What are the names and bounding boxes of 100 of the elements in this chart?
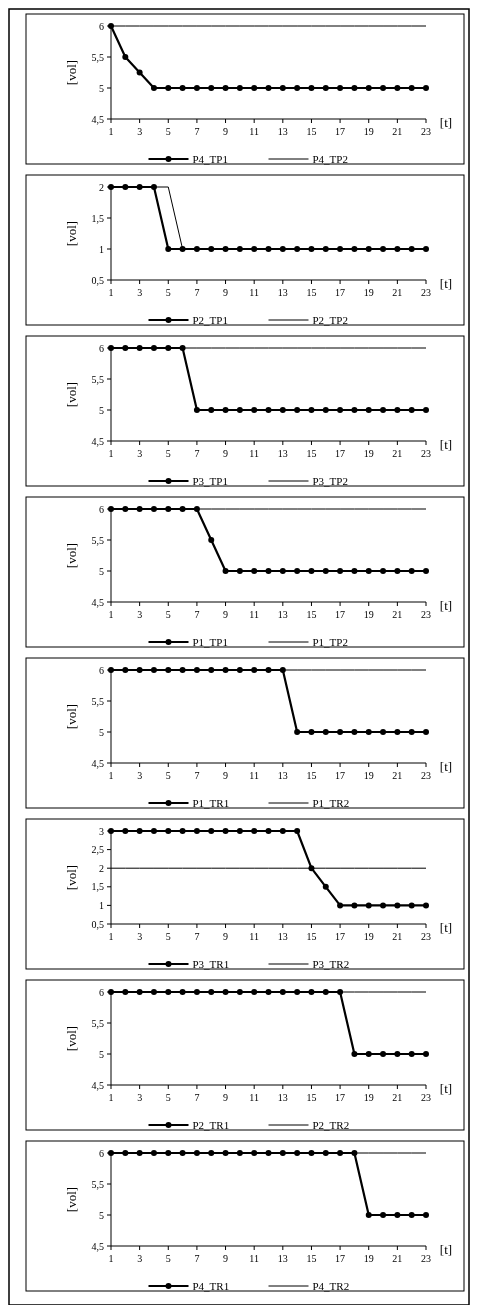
y-tick-label: 0,5	[91, 918, 104, 930]
y-axis-title: [vol]	[64, 1025, 79, 1052]
y-tick-label: 1,5	[91, 212, 104, 224]
x-tick-label: 5	[165, 1092, 171, 1103]
point	[423, 85, 429, 91]
y-tick-label: 2	[99, 181, 104, 193]
point	[351, 85, 358, 91]
point	[351, 568, 358, 574]
x-tick-label: 3	[137, 770, 143, 781]
x-tick-label: 5	[165, 770, 171, 781]
x-tick-label: 17	[335, 931, 346, 942]
x-tick-label: 21	[392, 1092, 403, 1103]
y-axis-title: [vol]	[64, 220, 79, 247]
x-tick-label: 21	[392, 931, 403, 942]
y-tick-label: 4,5	[91, 1079, 104, 1091]
y-tick-label: 4,5	[91, 757, 104, 769]
x-axis-title: [t]	[439, 437, 453, 452]
x-axis-title: [t]	[439, 115, 453, 130]
point	[408, 568, 415, 574]
x-tick-label: 15	[306, 448, 317, 459]
y-axis-title: [vol]	[64, 703, 79, 730]
x-axis-title: [t]	[439, 1242, 453, 1257]
legend-label: P2_TR2	[312, 1118, 350, 1131]
x-tick-label: 21	[392, 770, 403, 781]
point	[136, 828, 143, 834]
y-tick-label: 5	[99, 565, 104, 577]
x-tick-label: 7	[194, 448, 200, 459]
point	[193, 85, 200, 91]
y-tick-label: 6	[99, 503, 104, 515]
x-tick-label: 3	[137, 1253, 143, 1264]
x-tick-label: 13	[277, 1253, 288, 1264]
x-tick-label: 9	[223, 448, 229, 459]
point	[179, 85, 186, 91]
x-tick-label: 15	[306, 287, 317, 298]
x-tick-label: 7	[194, 931, 200, 942]
point	[122, 828, 129, 834]
legend-label: P3_TP1	[192, 474, 228, 487]
x-tick-label: 11	[249, 770, 259, 781]
x-tick-label: 1	[108, 126, 114, 137]
x-tick-label: 21	[392, 287, 403, 298]
x-axis-title: [t]	[439, 276, 453, 291]
point	[150, 828, 157, 834]
y-tick-label: 6	[99, 20, 104, 32]
point	[165, 828, 172, 834]
point	[122, 54, 129, 60]
y-tick-label: 5,5	[91, 1178, 104, 1190]
point	[236, 568, 243, 574]
y-axis-title: [vol]	[64, 1186, 79, 1213]
x-tick-label: 21	[392, 126, 403, 137]
y-axis-title: [vol]	[64, 864, 79, 891]
y-tick-label: 5,5	[91, 534, 104, 546]
x-tick-label: 17	[335, 1092, 346, 1103]
x-tick-label: 11	[249, 126, 259, 137]
x-tick-label: 15	[306, 931, 317, 942]
y-tick-label: 5	[99, 404, 104, 416]
point	[337, 902, 344, 909]
y-tick-label: 6	[99, 342, 104, 354]
x-tick-label: 17	[335, 126, 346, 137]
y-axis-title: [vol]	[64, 59, 79, 86]
y-tick-label: 6	[99, 664, 104, 676]
legend-label: P2_TP2	[312, 313, 348, 326]
legend-label: P3_TP2	[312, 474, 348, 487]
legend-label: P3_TR1	[192, 957, 230, 970]
point	[222, 828, 229, 834]
point	[208, 85, 215, 91]
x-tick-label: 13	[277, 126, 288, 137]
y-tick-label: 4,5	[91, 435, 104, 447]
legend-label: P2_TR1	[192, 1118, 230, 1131]
point	[279, 568, 286, 574]
x-tick-label: 23	[421, 609, 431, 620]
point	[423, 568, 429, 574]
x-tick-label: 1	[108, 770, 114, 781]
point	[236, 85, 243, 91]
point	[265, 568, 272, 574]
point	[322, 85, 329, 91]
x-tick-label: 11	[249, 609, 259, 620]
x-tick-label: 19	[363, 770, 374, 781]
y-tick-label: 0,5	[91, 274, 104, 286]
x-tick-label: 17	[335, 770, 346, 781]
point	[251, 568, 258, 574]
legend-label: P1_TR1	[192, 796, 230, 809]
legend-label: P4_TP2	[312, 152, 348, 165]
legend-label: P4_TR2	[312, 1279, 350, 1292]
y-tick-label: 4,5	[91, 1240, 104, 1252]
y-tick-label: 1	[99, 899, 104, 911]
legend-label: P2_TP1	[192, 313, 228, 326]
x-tick-label: 17	[335, 609, 346, 620]
y-tick-label: 2,5	[91, 844, 104, 856]
legend-label: P3_TR2	[312, 957, 350, 970]
x-tick-label: 13	[277, 1092, 288, 1103]
y-tick-label: 5,5	[91, 373, 104, 385]
point	[308, 85, 315, 91]
point	[394, 902, 401, 909]
point	[380, 568, 387, 574]
point	[394, 568, 401, 574]
y-tick-label: 5,5	[91, 1017, 104, 1029]
x-tick-label: 23	[421, 931, 431, 942]
x-tick-label: 3	[137, 287, 143, 298]
point	[265, 828, 272, 834]
x-tick-label: 9	[223, 1253, 229, 1264]
